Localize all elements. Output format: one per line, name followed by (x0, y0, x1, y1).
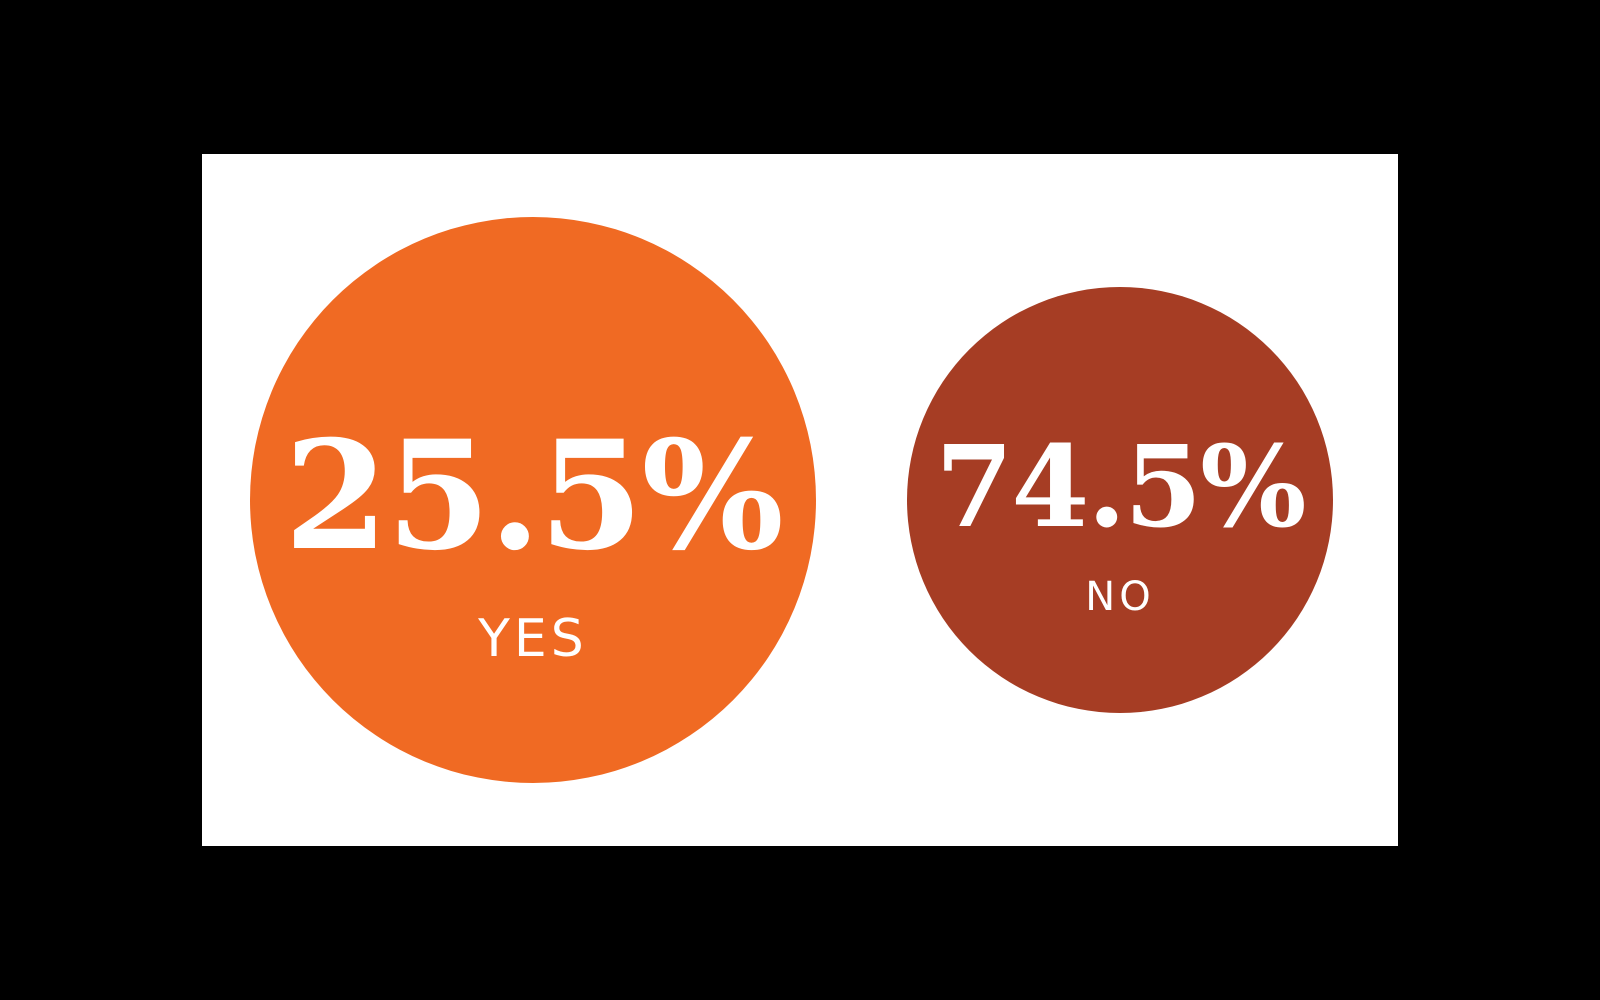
chart-panel: 25.5% YES 74.5% NO (202, 154, 1398, 846)
bubble-label-yes: YES (478, 609, 588, 670)
bubble-value-no: 74.5% (935, 421, 1306, 553)
bubble-no: 74.5% NO (907, 287, 1333, 713)
bubble-value-yes: 25.5% (284, 407, 784, 584)
bubble-yes: 25.5% YES (250, 217, 816, 783)
bubble-label-no: NO (1085, 573, 1155, 620)
